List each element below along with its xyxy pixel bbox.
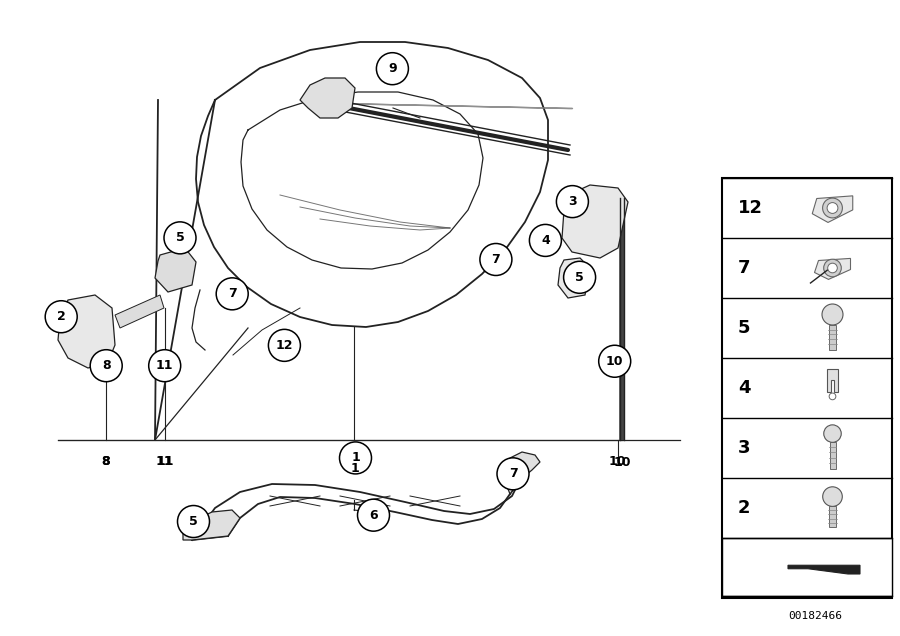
Polygon shape <box>58 295 115 368</box>
Text: 10: 10 <box>608 455 626 468</box>
Circle shape <box>339 442 372 474</box>
Text: 1: 1 <box>351 462 359 475</box>
Text: 5: 5 <box>575 271 584 284</box>
Text: 5: 5 <box>176 232 184 244</box>
Circle shape <box>827 203 838 214</box>
Text: 5: 5 <box>738 319 751 337</box>
Text: 2: 2 <box>57 310 66 323</box>
Text: 10: 10 <box>606 355 624 368</box>
Text: 6: 6 <box>369 509 378 522</box>
Circle shape <box>177 506 210 537</box>
Text: 8: 8 <box>102 455 111 468</box>
Bar <box>829 325 836 350</box>
Circle shape <box>529 225 562 256</box>
Text: 9: 9 <box>388 62 397 75</box>
Text: 11: 11 <box>156 359 174 372</box>
Text: 4: 4 <box>541 234 550 247</box>
Circle shape <box>45 301 77 333</box>
Circle shape <box>268 329 301 361</box>
Circle shape <box>556 186 589 218</box>
Text: 1: 1 <box>351 452 360 464</box>
Polygon shape <box>183 510 240 540</box>
Circle shape <box>216 278 248 310</box>
Bar <box>829 506 836 527</box>
Circle shape <box>829 393 836 400</box>
Text: 10: 10 <box>613 456 631 469</box>
Circle shape <box>823 487 842 506</box>
Text: 7: 7 <box>738 259 751 277</box>
Circle shape <box>598 345 631 377</box>
Bar <box>722 178 892 598</box>
Circle shape <box>563 261 596 293</box>
Polygon shape <box>115 295 164 328</box>
Circle shape <box>90 350 122 382</box>
Polygon shape <box>788 565 860 574</box>
Circle shape <box>497 458 529 490</box>
Text: 8: 8 <box>102 455 111 468</box>
Text: 2: 2 <box>738 499 751 517</box>
Polygon shape <box>300 78 355 118</box>
Circle shape <box>822 304 843 325</box>
Text: 1: 1 <box>349 455 358 468</box>
Polygon shape <box>814 258 850 279</box>
Circle shape <box>376 53 409 85</box>
Text: 12: 12 <box>738 199 763 217</box>
Circle shape <box>357 499 390 531</box>
Circle shape <box>148 350 181 382</box>
Text: 11: 11 <box>157 455 174 468</box>
Polygon shape <box>558 258 590 298</box>
Text: 12: 12 <box>275 339 293 352</box>
Polygon shape <box>504 452 540 494</box>
Polygon shape <box>562 185 628 258</box>
Text: 3: 3 <box>738 439 751 457</box>
Text: 7: 7 <box>508 467 518 480</box>
Text: 4: 4 <box>738 379 751 397</box>
Circle shape <box>824 425 842 443</box>
Text: 11: 11 <box>155 455 173 468</box>
Circle shape <box>823 198 842 218</box>
Bar <box>830 443 835 469</box>
Polygon shape <box>812 196 853 223</box>
Circle shape <box>824 259 842 277</box>
Text: 7: 7 <box>491 253 500 266</box>
Text: 8: 8 <box>102 359 111 372</box>
Bar <box>722 538 892 596</box>
Polygon shape <box>155 248 196 292</box>
Circle shape <box>828 263 837 273</box>
Polygon shape <box>827 369 838 392</box>
Text: 7: 7 <box>228 287 237 300</box>
Text: 00182466: 00182466 <box>788 611 842 621</box>
Text: 5: 5 <box>189 515 198 528</box>
Circle shape <box>480 244 512 275</box>
Text: 3: 3 <box>568 195 577 208</box>
Circle shape <box>164 222 196 254</box>
